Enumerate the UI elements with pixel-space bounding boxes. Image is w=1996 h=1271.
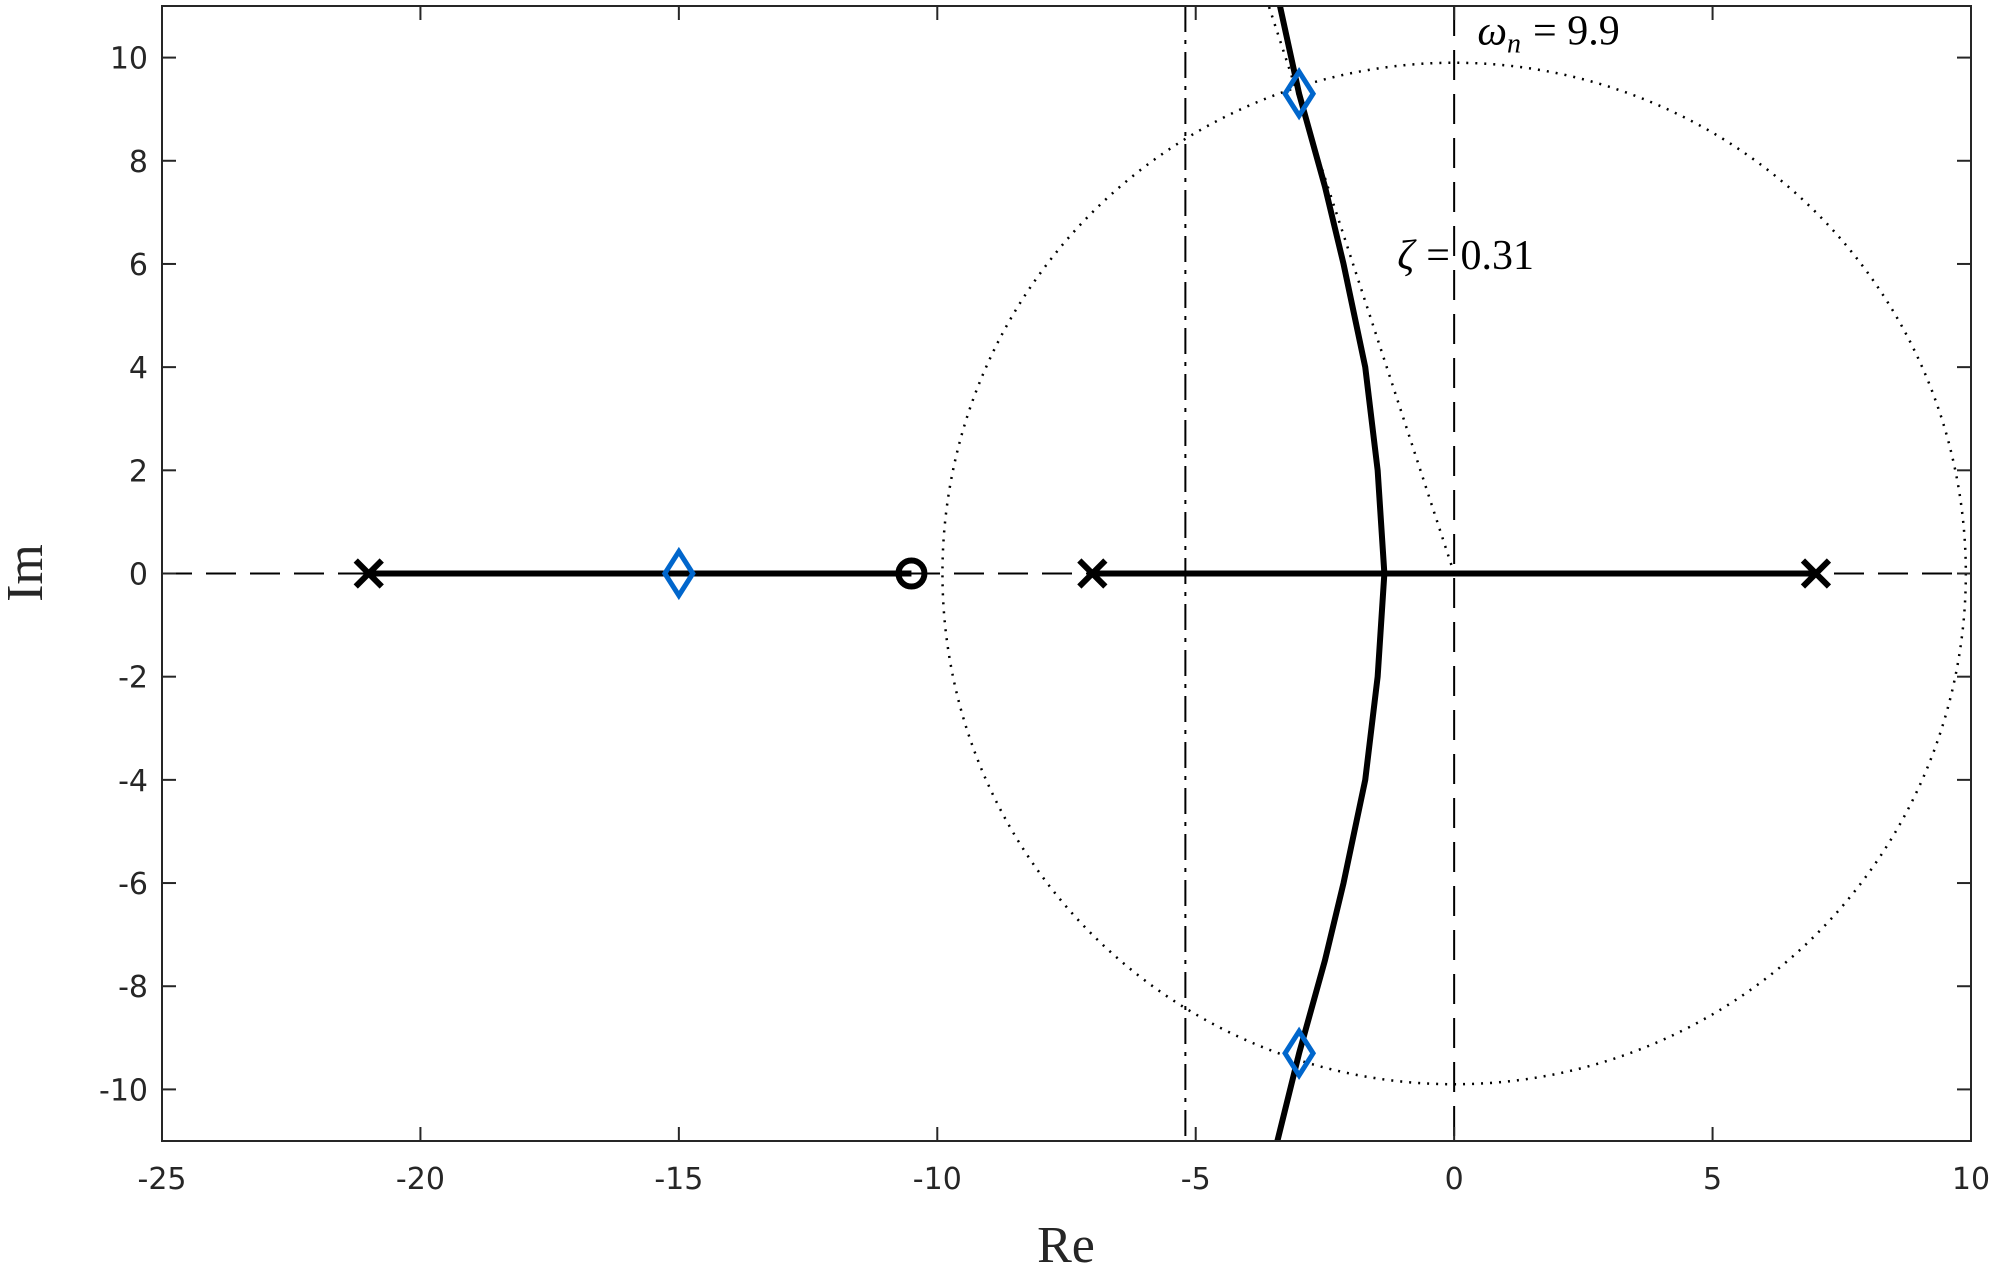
zeta-annotation: ζ = 0.31 <box>1397 233 1534 279</box>
wn-annotation-subscript: n <box>1507 29 1521 60</box>
gain-marker <box>1282 67 1317 121</box>
x-axis-label: Re <box>1037 1217 1095 1271</box>
y-tick-label: -6 <box>118 867 148 902</box>
wn-annotation-symbol: ω <box>1477 9 1507 55</box>
y-tick-label: -4 <box>118 764 148 799</box>
pole-marker <box>1077 558 1108 589</box>
zeta-annotation-symbol: ζ <box>1397 233 1417 279</box>
zeta-line <box>1267 6 1456 574</box>
y-tick-label: -10 <box>99 1073 148 1108</box>
y-tick-label: 8 <box>129 145 148 180</box>
y-tick-label: 0 <box>129 558 148 593</box>
pole-marker <box>1800 558 1832 589</box>
x-tick-label: 10 <box>1952 1162 1990 1197</box>
locus-branch <box>1274 6 1388 1141</box>
x-tick-label: 0 <box>1445 1162 1464 1197</box>
y-tick-label: 4 <box>129 351 148 386</box>
y-tick-label: 10 <box>110 42 148 77</box>
x-tick-label: -10 <box>913 1162 962 1197</box>
x-tick-label: -5 <box>1181 1162 1211 1197</box>
y-tick-label: 6 <box>129 248 148 283</box>
wn-annotation: ωn = 9.9 <box>1477 9 1619 60</box>
zeta-annotation-text: = 0.31 <box>1426 233 1534 279</box>
pole-marker <box>353 558 384 589</box>
x-tick-label: 5 <box>1703 1162 1722 1197</box>
x-tick-label: -15 <box>654 1162 703 1197</box>
gain-marker <box>1282 1026 1317 1080</box>
y-tick-label: -2 <box>118 661 148 696</box>
x-tick-label: -20 <box>396 1162 445 1197</box>
y-tick-label: 2 <box>129 454 148 489</box>
zero-marker <box>895 557 928 590</box>
y-tick-label: -8 <box>118 970 148 1005</box>
x-tick-label: -25 <box>138 1162 187 1197</box>
y-axis-label: Im <box>0 544 54 602</box>
gain-marker <box>661 546 696 601</box>
wn-annotation-text: = 9.9 <box>1533 9 1620 55</box>
